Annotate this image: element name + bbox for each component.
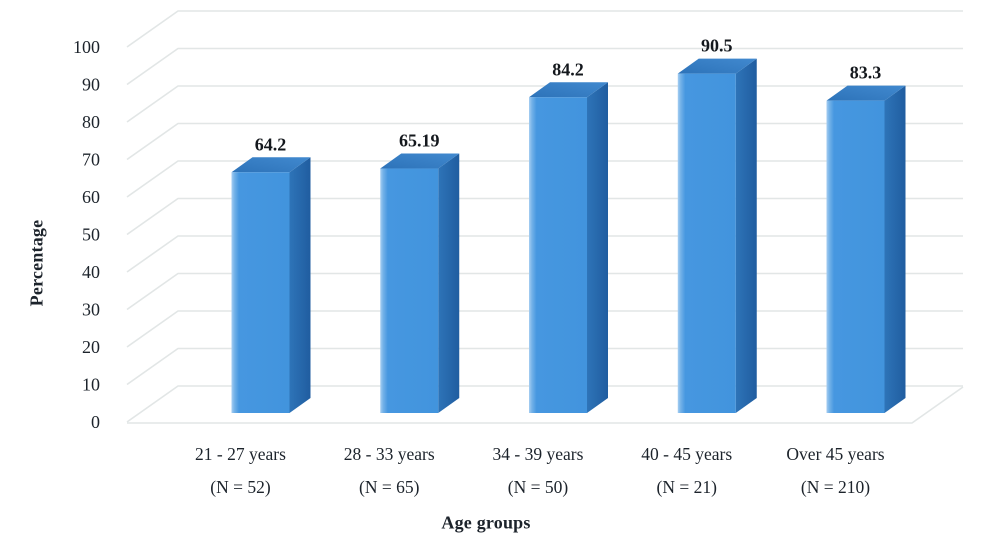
bar-front-face <box>529 97 587 413</box>
y-axis-title: Percentage <box>26 219 47 307</box>
bars: 64.2 65.19 84.2 90.5 83.3 <box>231 36 906 413</box>
bar-front-face <box>826 100 885 413</box>
category-label: 40 - 45 years <box>641 444 732 464</box>
bar-value-label: 65.19 <box>399 131 440 151</box>
bar-top-face <box>231 157 311 173</box>
bar-0: 64.2 <box>231 134 311 413</box>
bar-top-face <box>529 82 608 98</box>
bar-top-face <box>826 85 906 101</box>
gridlines <box>126 10 964 424</box>
y-tick-label: 90 <box>82 75 100 95</box>
bar-value-label: 83.3 <box>850 63 882 83</box>
bar-value-label: 84.2 <box>552 59 584 79</box>
gridline <box>126 47 963 86</box>
bar-value-label: 64.2 <box>255 134 287 154</box>
category-sublabel: (N = 52) <box>210 477 271 497</box>
y-tick-label: 100 <box>73 37 100 57</box>
y-tick-label: 60 <box>82 187 100 207</box>
category-label: 34 - 39 years <box>493 444 584 464</box>
bar-top-face <box>677 58 757 74</box>
y-tick-label: 80 <box>82 112 100 132</box>
floor-edge <box>127 386 964 424</box>
category-sublabel: (N = 65) <box>359 477 420 497</box>
bar-side-face <box>884 85 906 413</box>
category-sublabel: (N = 50) <box>508 477 569 497</box>
bar-side-face <box>735 58 757 413</box>
y-tick-label: 70 <box>82 150 100 170</box>
category-sublabel: (N = 210) <box>801 477 870 497</box>
bar-front-face <box>380 168 439 413</box>
bar-side-face <box>289 157 311 413</box>
bar-4: 83.3 <box>826 63 906 413</box>
bar-side-face <box>438 153 460 413</box>
y-tick-label: 20 <box>82 337 100 357</box>
y-tick-label: 10 <box>82 375 100 395</box>
x-axis-categories: 21 - 27 years (N = 52) 28 - 33 years (N = 6… <box>195 444 885 497</box>
bar-side-face <box>587 82 608 413</box>
y-tick-label: 30 <box>82 300 100 320</box>
bar-top-face <box>380 153 460 169</box>
x-axis-title: Age groups <box>441 512 531 533</box>
category-label: 28 - 33 years <box>344 444 435 464</box>
y-axis-ticks: 0 10 20 30 40 50 60 70 80 90 100 <box>73 37 100 432</box>
bar-3: 90.5 <box>677 36 757 413</box>
gridline <box>126 10 963 48</box>
bar-front-face <box>231 172 290 413</box>
category-sublabel: (N = 21) <box>657 477 718 497</box>
bar-2: 84.2 <box>529 59 608 413</box>
y-tick-label: 40 <box>82 262 100 282</box>
bar-front-face <box>677 73 736 413</box>
category-label: Over 45 years <box>786 444 884 464</box>
y-tick-label: 0 <box>91 412 100 432</box>
bar-1: 65.19 <box>380 131 460 413</box>
y-tick-label: 50 <box>82 225 100 245</box>
category-label: 21 - 27 years <box>195 444 286 464</box>
bar-value-label: 90.5 <box>701 36 733 56</box>
